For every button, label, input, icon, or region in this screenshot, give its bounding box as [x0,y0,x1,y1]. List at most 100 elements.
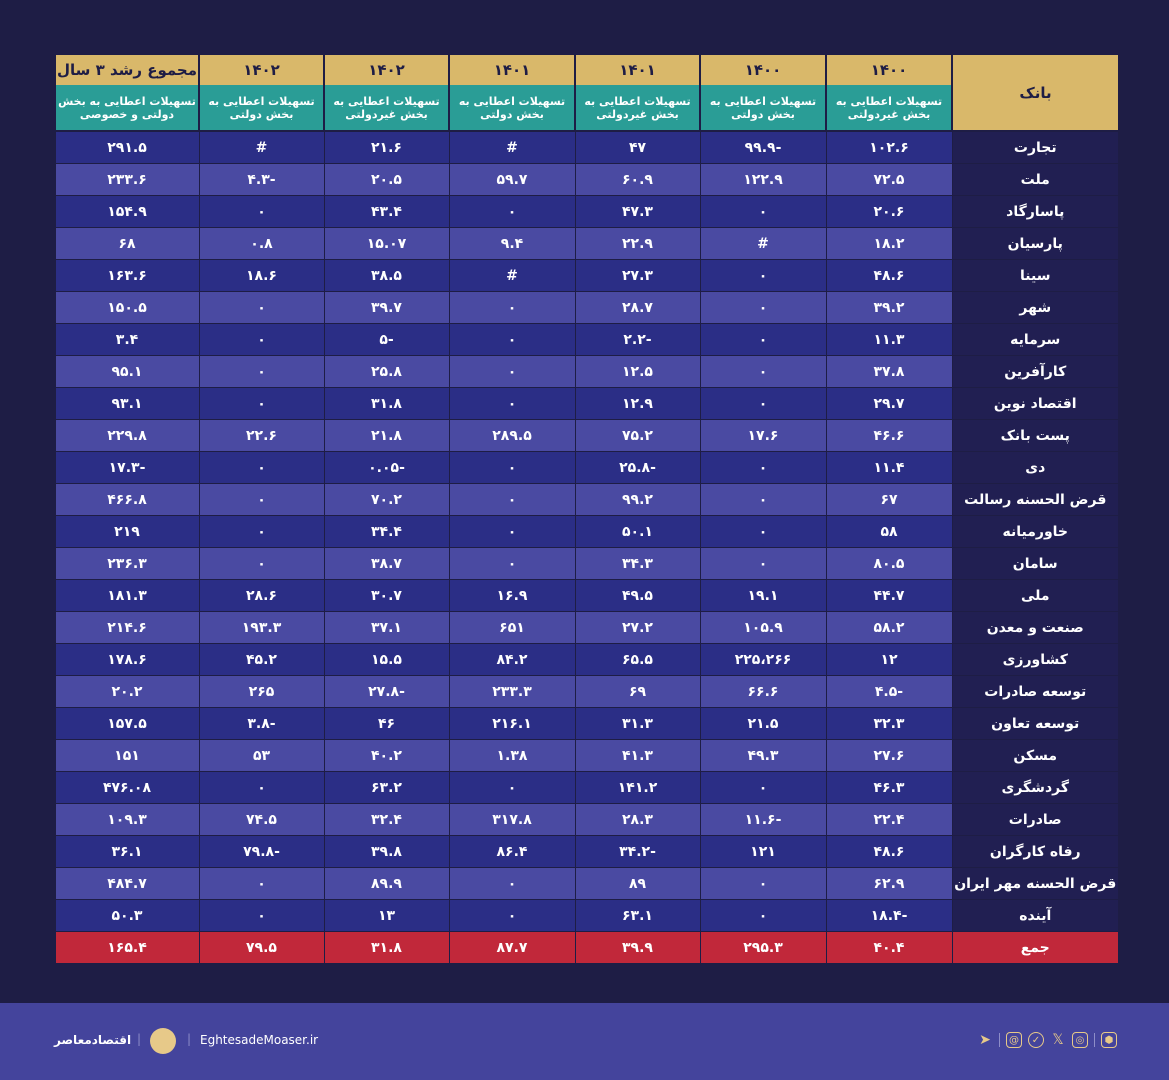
bank-name: آینده [951,899,1118,932]
table-row: ملت ۷۲.۵ ۱۲۲.۹ ۶۰.۹ ۵۹.۷ ۲۰.۵ -۴.۳ ۲۳۳.۶ [54,163,1118,196]
website-link[interactable]: EghtesadeMoaser.ir [200,1033,319,1047]
value-cell: ۱۲.۵ [574,355,700,388]
value-cell: ۰ [448,387,575,420]
value-cell: ۲۲.۹ [574,227,700,260]
telegram-icon[interactable]: ➤ [979,1032,991,1048]
value-cell: ۷۹.۵ [198,931,324,964]
value-cell: ۳۱.۸ [323,931,449,964]
value-cell: ۱۶۵.۴ [54,931,199,964]
bank-name: مسکن [951,739,1118,772]
divider [1094,1033,1095,1047]
value-cell: ۷۲.۵ [825,163,952,196]
value-cell: ۴۸.۶ [825,835,952,868]
value-cell: ۰ [699,291,826,324]
sub-header: تسهیلات اعطایی به بخش غیردولتی [574,85,700,132]
sub-header: تسهیلات اعطایی به بخش دولتی [699,85,826,132]
value-cell: ۴۵.۲ [198,643,324,676]
value-cell: ۳۷.۸ [825,355,952,388]
value-cell: ۷۴.۵ [198,803,324,836]
value-cell: ۱۲۲.۹ [699,163,826,196]
value-cell: ۱۶.۹ [448,579,575,612]
table-row: اقتصاد نوین ۲۹.۷ ۰ ۱۲.۹ ۰ ۳۱.۸ ۰ ۹۳.۱ [54,387,1118,420]
table-row: توسعه صادرات -۴.۵ ۶۶.۶ ۶۹ ۲۳۳.۳ -۲۷.۸ ۲۶۵ ۲۰.۲ [54,675,1118,708]
value-cell: ۸۴.۲ [448,643,575,676]
value-cell: ۸۷.۷ [448,931,575,964]
value-cell: # [448,259,575,292]
bank-name: سامان [951,547,1118,580]
table-row: صنعت و معدن ۵۸.۲ ۱۰۵.۹ ۲۷.۲ ۶۵۱ ۳۷.۱ ۱۹۳.۳ ۲۱۴.… [54,611,1118,644]
table-body: تجارت ۱۰۲.۶ -۹۹.۹ ۴۷ #۲۱.۶ #۲۹۱.۵ ملت ۷۲.۵ ۱۲۲.۹… [54,131,1118,964]
value-cell: ۰ [699,387,826,420]
value-cell: ۰ [699,867,826,900]
value-cell: ۷۰.۲ [323,483,449,516]
email-icon[interactable]: @ [1006,1032,1022,1048]
total-row: جمع ۴۰.۴ ۲۹۵.۳ ۳۹.۹ ۸۷.۷ ۳۱.۸ ۷۹.۵ ۱۶۵.۴ [54,931,1118,964]
value-cell: ۶۵۱ [448,611,575,644]
value-cell: ۰.۸ [198,227,324,260]
value-cell: ۵۳ [198,739,324,772]
value-cell: ۲۲.۶ [198,419,324,452]
value-cell: ۰ [699,355,826,388]
value-cell: ۱۷.۶ [699,419,826,452]
value-cell: ۰ [448,547,575,580]
value-cell: ۳۲.۴ [323,803,449,836]
table-row: پست بانک ۴۶.۶ ۱۷.۶ ۷۵.۲ ۲۸۹.۵ ۲۱.۸ ۲۲.۶ ۲۲۹.۸ [54,419,1118,452]
sub-header: تسهیلات اعطایی به بخش دولتی و خصوصی [54,85,199,132]
value-cell: ۲۹۵.۳ [699,931,826,964]
value-cell: ۴۶.۳ [825,771,952,804]
divider [999,1033,1000,1047]
value-cell: ۸۶.۴ [448,835,575,868]
value-cell: -۱۷.۳ [54,451,199,484]
value-cell: ۱۵۷.۵ [54,707,199,740]
social-icons: ⬢ ◎ 𝕏 ✓ @ ➤ [977,1032,1117,1048]
value-cell: ۰ [198,387,324,420]
value-cell: ۵۰.۳ [54,899,199,932]
value-cell: ۱۵.۰۷ [323,227,449,260]
value-cell: ۰ [699,899,826,932]
value-cell: -۵ [323,323,449,356]
value-cell: ۱۸.۲ [825,227,952,260]
shield-icon[interactable]: ✓ [1028,1032,1044,1048]
bank-name: توسعه تعاون [951,707,1118,740]
value-cell: ۱۸۱.۳ [54,579,199,612]
value-cell: ۲۳۳.۳ [448,675,575,708]
value-cell: ۰ [699,515,826,548]
value-cell: ۲۰.۲ [54,675,199,708]
value-cell: -۹۹.۹ [699,131,826,164]
value-cell: ۶۳.۲ [323,771,449,804]
bank-name: قرض الحسنه رسالت [951,483,1118,516]
value-cell: ۴۷۶.۰۸ [54,771,199,804]
value-cell: ۵۰.۱ [574,515,700,548]
value-cell: ۰ [699,259,826,292]
value-cell: ۲۳۶.۳ [54,547,199,580]
instagram-icon[interactable]: ◎ [1072,1032,1088,1048]
value-cell: ۴۶.۶ [825,419,952,452]
value-cell: ۳۴.۳ [574,547,700,580]
x-icon[interactable]: 𝕏 [1052,1032,1064,1048]
table-row: پارسیان ۱۸.۲ #۲۲.۹ ۹.۴ ۱۵.۰۷ ۰.۸ ۶۸ [54,227,1118,260]
value-cell: ۱۱.۴ [825,451,952,484]
value-cell: # [448,131,575,164]
value-cell: ۰ [699,323,826,356]
value-cell: ۳۱.۸ [323,387,449,420]
value-cell: ۰ [448,291,575,324]
value-cell: ۳۹.۹ [574,931,700,964]
value-cell: ۳۱۷.۸ [448,803,575,836]
value-cell: ۶۹ [574,675,700,708]
value-cell: ۲۱.۸ [323,419,449,452]
value-cell: ۶۲.۹ [825,867,952,900]
site-icon[interactable]: ⬢ [1101,1032,1117,1048]
bank-name: گردشگری [951,771,1118,804]
value-cell: ۱۵۴.۹ [54,195,199,228]
value-cell: ۰ [448,771,575,804]
value-cell: ۰ [198,867,324,900]
table-row: مسکن ۲۷.۶ ۴۹.۳ ۴۱.۳ ۱.۳۸ ۴۰.۲ ۵۳ ۱۵۱ [54,739,1118,772]
table-row: قرض الحسنه مهر ایران ۶۲.۹ ۰ ۸۹ ۰ ۸۹.۹ ۰ ۴۸۴.۷ [54,867,1118,900]
bank-column-header: بانک [951,55,1118,132]
value-cell: -۳.۸ [198,707,324,740]
value-cell: ۲۱۶.۱ [448,707,575,740]
value-cell: ۰ [448,867,575,900]
value-cell: ۰ [448,515,575,548]
value-cell: ۶۰.۹ [574,163,700,196]
bank-name: پاسارگاد [951,195,1118,228]
